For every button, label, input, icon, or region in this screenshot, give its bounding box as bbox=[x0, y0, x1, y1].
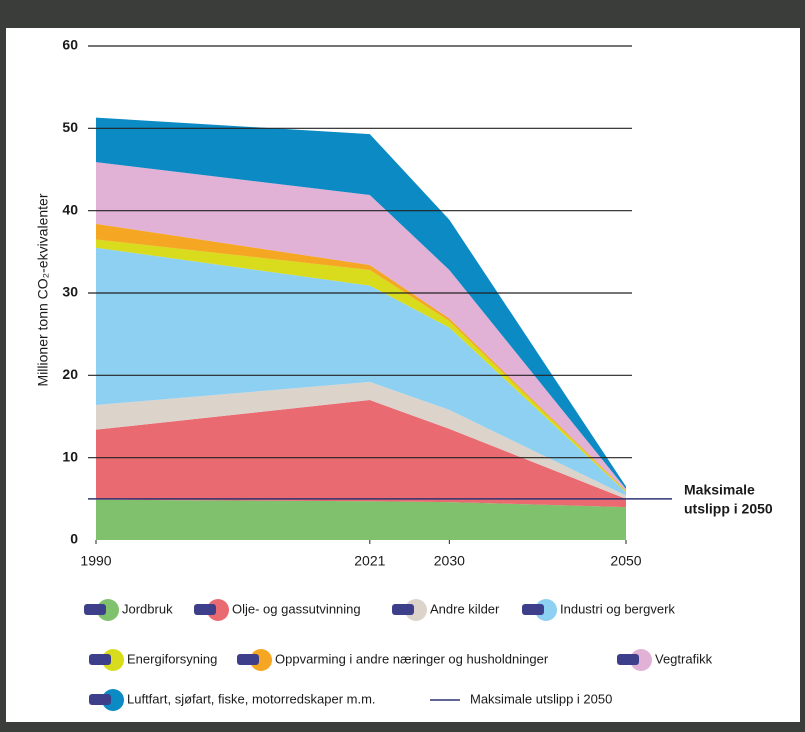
legend-icon-shape bbox=[392, 604, 414, 615]
legend-icon-shape bbox=[84, 604, 106, 615]
y-axis-label: Millioner tonn CO₂-ekvivalenter bbox=[35, 193, 51, 386]
legend-label: Vegtrafikk bbox=[655, 651, 713, 666]
legend-item: Vegtrafikk bbox=[617, 649, 713, 671]
y-tick-label: 60 bbox=[62, 37, 78, 53]
legend-icon-shape bbox=[89, 654, 111, 665]
y-tick-label: 20 bbox=[62, 366, 78, 382]
legend-icon-shape bbox=[237, 654, 259, 665]
legend-icon-shape bbox=[522, 604, 544, 615]
y-tick-label: 50 bbox=[62, 119, 78, 135]
legend-item: Jordbruk bbox=[84, 599, 173, 621]
legend-item: Maksimale utslipp i 2050 bbox=[430, 691, 612, 706]
legend-label: Maksimale utslipp i 2050 bbox=[470, 691, 612, 706]
y-tick-label: 30 bbox=[62, 284, 78, 300]
area bbox=[96, 499, 626, 540]
x-tick-label: 2030 bbox=[434, 553, 465, 569]
legend-item: Oppvarming i andre næringer og husholdni… bbox=[237, 649, 549, 671]
legend-icon-shape bbox=[617, 654, 639, 665]
legend-label: Jordbruk bbox=[122, 601, 173, 616]
y-tick-label: 0 bbox=[70, 531, 78, 547]
threshold-annotation: Maksimale bbox=[684, 482, 755, 498]
y-tick-label: 40 bbox=[62, 201, 78, 217]
legend-item: Olje- og gassutvinning bbox=[194, 599, 361, 621]
threshold-annotation: utslipp i 2050 bbox=[684, 501, 773, 517]
legend-label: Olje- og gassutvinning bbox=[232, 601, 361, 616]
legend-icon-shape bbox=[89, 694, 111, 705]
area bbox=[96, 162, 626, 491]
legend-item: Energiforsyning bbox=[89, 649, 217, 671]
areas bbox=[96, 117, 626, 540]
area bbox=[96, 247, 626, 496]
area bbox=[96, 381, 626, 499]
area bbox=[96, 117, 626, 489]
legend-label: Andre kilder bbox=[430, 601, 500, 616]
x-tick-label: 1990 bbox=[80, 553, 111, 569]
x-tick-label: 2021 bbox=[354, 553, 385, 569]
x-tick-label: 2050 bbox=[610, 553, 641, 569]
area bbox=[96, 400, 626, 508]
legend-label: Oppvarming i andre næringer og husholdni… bbox=[275, 651, 549, 666]
y-tick-label: 10 bbox=[62, 448, 78, 464]
legend-icon-shape bbox=[194, 604, 216, 615]
grid bbox=[88, 45, 632, 459]
legend-item: Andre kilder bbox=[392, 599, 500, 621]
legend-label: Luftfart, sjøfart, fiske, motorredskaper… bbox=[127, 691, 376, 706]
legend-item: Industri og bergverk bbox=[522, 599, 675, 621]
legend-label: Energiforsyning bbox=[127, 651, 217, 666]
legend-item: Luftfart, sjøfart, fiske, motorredskaper… bbox=[89, 689, 376, 711]
legend-label: Industri og bergverk bbox=[560, 601, 675, 616]
